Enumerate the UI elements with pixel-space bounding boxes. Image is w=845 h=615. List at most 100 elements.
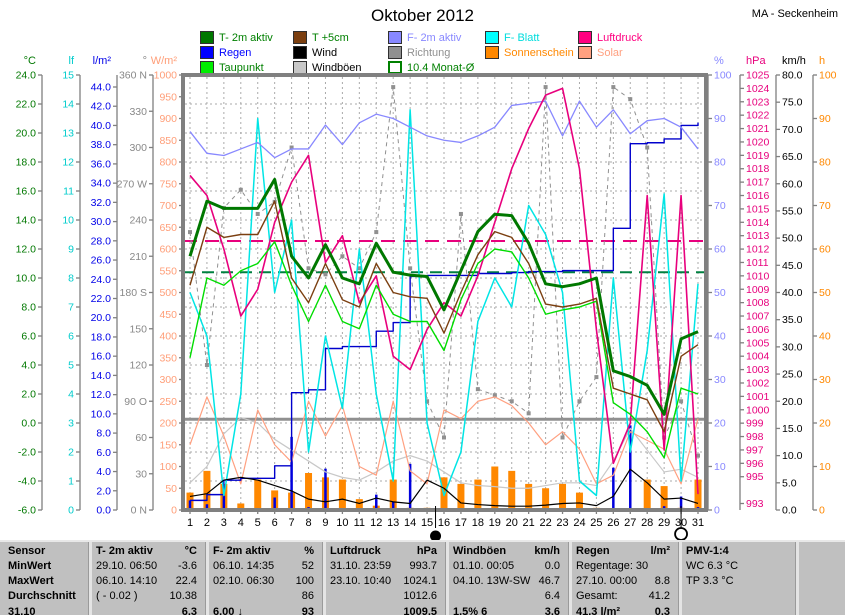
table-divider — [445, 542, 449, 615]
legend-label: Solar — [597, 46, 623, 59]
svg-text:12.0: 12.0 — [16, 244, 37, 256]
axis-title-C: °C — [24, 55, 36, 67]
svg-text:8.0: 8.0 — [96, 428, 111, 440]
svg-text:70: 70 — [714, 200, 726, 212]
table-cell-value: 1012.6 — [403, 590, 437, 602]
svg-text:450: 450 — [159, 309, 177, 321]
svg-text:50: 50 — [819, 287, 831, 299]
svg-text:3: 3 — [68, 418, 74, 430]
svg-text:5: 5 — [68, 360, 74, 372]
svg-text:60.0: 60.0 — [782, 178, 803, 190]
svg-text:17: 17 — [455, 517, 467, 529]
table-divider — [205, 542, 209, 615]
svg-text:6: 6 — [272, 517, 278, 529]
svg-text:4.0: 4.0 — [21, 360, 36, 372]
svg-text:0.0: 0.0 — [21, 418, 36, 430]
table-cell-detail: 23.10. 10:40 — [330, 575, 392, 587]
svg-text:150: 150 — [159, 439, 177, 451]
svg-text:50: 50 — [165, 483, 177, 495]
table-row-label: MaxWert — [8, 575, 54, 587]
chart-plot: 24.022.020.018.016.014.012.010.08.06.04.… — [16, 55, 837, 540]
svg-text:30: 30 — [135, 468, 147, 480]
svg-text:210: 210 — [129, 251, 147, 263]
svg-text:900: 900 — [159, 113, 177, 125]
legend-label: F- Blatt — [504, 31, 540, 44]
svg-text:0.0: 0.0 — [782, 505, 797, 517]
svg-text:20: 20 — [506, 517, 518, 529]
table-row-label: MinWert — [8, 560, 52, 572]
legend-swatch-icon — [200, 31, 214, 44]
table-cell-value: 0.0 — [544, 560, 560, 572]
svg-text:16: 16 — [438, 517, 450, 529]
svg-text:40: 40 — [819, 331, 831, 343]
svg-text:34.0: 34.0 — [91, 178, 112, 190]
table-cell-value: 8.8 — [654, 575, 670, 587]
svg-text:950: 950 — [159, 91, 177, 103]
svg-text:28.0: 28.0 — [91, 235, 112, 247]
svg-text:10.0: 10.0 — [782, 450, 803, 462]
svg-text:0: 0 — [68, 505, 74, 517]
full-moon-icon — [430, 530, 442, 540]
svg-text:500: 500 — [159, 287, 177, 299]
axis-lm: 44.0 42.0 40.0 38.0 36.0 34.0 32.0 30.0 28.0 26.0… — [91, 55, 118, 517]
svg-text:70.0: 70.0 — [782, 124, 803, 136]
table-cell-detail: Gesamt: — [576, 590, 618, 602]
table-divider — [568, 542, 572, 615]
svg-text:8.0: 8.0 — [21, 302, 36, 314]
svg-text:22.0: 22.0 — [91, 293, 112, 305]
legend-item-solar: Solar — [578, 46, 623, 59]
legend-label: Windböen — [312, 61, 362, 74]
svg-text:10.0: 10.0 — [16, 273, 37, 285]
svg-text:26: 26 — [607, 517, 619, 529]
svg-text:12: 12 — [370, 517, 382, 529]
svg-text:100: 100 — [714, 70, 732, 82]
legend-swatch-icon — [200, 46, 214, 59]
legend-swatch-icon — [485, 46, 499, 59]
svg-text:9: 9 — [322, 517, 328, 529]
series-f-blatt — [189, 109, 699, 497]
legend-swatch-icon — [578, 31, 592, 44]
table-row-label: Durchschnitt — [8, 590, 76, 602]
svg-text:750: 750 — [159, 178, 177, 190]
svg-text:10: 10 — [62, 215, 74, 227]
svg-text:38.0: 38.0 — [91, 139, 112, 151]
axis-title-lm: l/m² — [93, 55, 112, 67]
svg-text:0.0: 0.0 — [96, 505, 111, 517]
table-cell-detail: WC 6.3 °C — [686, 560, 739, 572]
legend-label: Richtung — [407, 46, 451, 59]
svg-text:1000: 1000 — [154, 70, 178, 82]
svg-text:30: 30 — [714, 374, 726, 386]
svg-text:24.0: 24.0 — [91, 274, 112, 286]
svg-text:11: 11 — [354, 517, 365, 529]
svg-text:80: 80 — [714, 157, 726, 169]
svg-text:200: 200 — [159, 418, 177, 430]
svg-text:24: 24 — [573, 517, 585, 529]
svg-text:13: 13 — [387, 517, 399, 529]
series-f-2m-aktiv — [189, 100, 699, 159]
table-cell-value: 0.3 — [654, 606, 670, 615]
svg-text:240: 240 — [129, 215, 147, 227]
svg-text:1003: 1003 — [746, 364, 770, 376]
svg-text:18: 18 — [472, 517, 484, 529]
svg-text:90: 90 — [714, 113, 726, 125]
svg-text:31: 31 — [692, 517, 704, 529]
svg-text:23: 23 — [556, 517, 568, 529]
svg-text:2: 2 — [68, 447, 74, 459]
table-cell-value: 22.4 — [175, 575, 197, 587]
svg-text:16.0: 16.0 — [16, 186, 37, 198]
table-cell-value: 10.38 — [169, 590, 197, 602]
svg-text:150: 150 — [129, 323, 147, 335]
table-cell-detail: 41.3 l/m² — [576, 606, 621, 615]
axis-title-Wm: W/m² — [151, 55, 178, 67]
table-cell-detail: 1.5% 6 — [453, 606, 488, 615]
legend-label: Sonnenschein — [504, 46, 574, 59]
svg-text:998: 998 — [746, 431, 764, 443]
svg-text:1022: 1022 — [746, 110, 770, 122]
svg-text:360 N: 360 N — [119, 70, 147, 82]
svg-text:10: 10 — [336, 517, 348, 529]
svg-text:5.0: 5.0 — [782, 477, 797, 489]
table-cell-value: 41.2 — [648, 590, 670, 602]
legend-swatch-icon — [388, 46, 402, 59]
series-richtung — [188, 85, 700, 458]
svg-text:600: 600 — [159, 244, 177, 256]
